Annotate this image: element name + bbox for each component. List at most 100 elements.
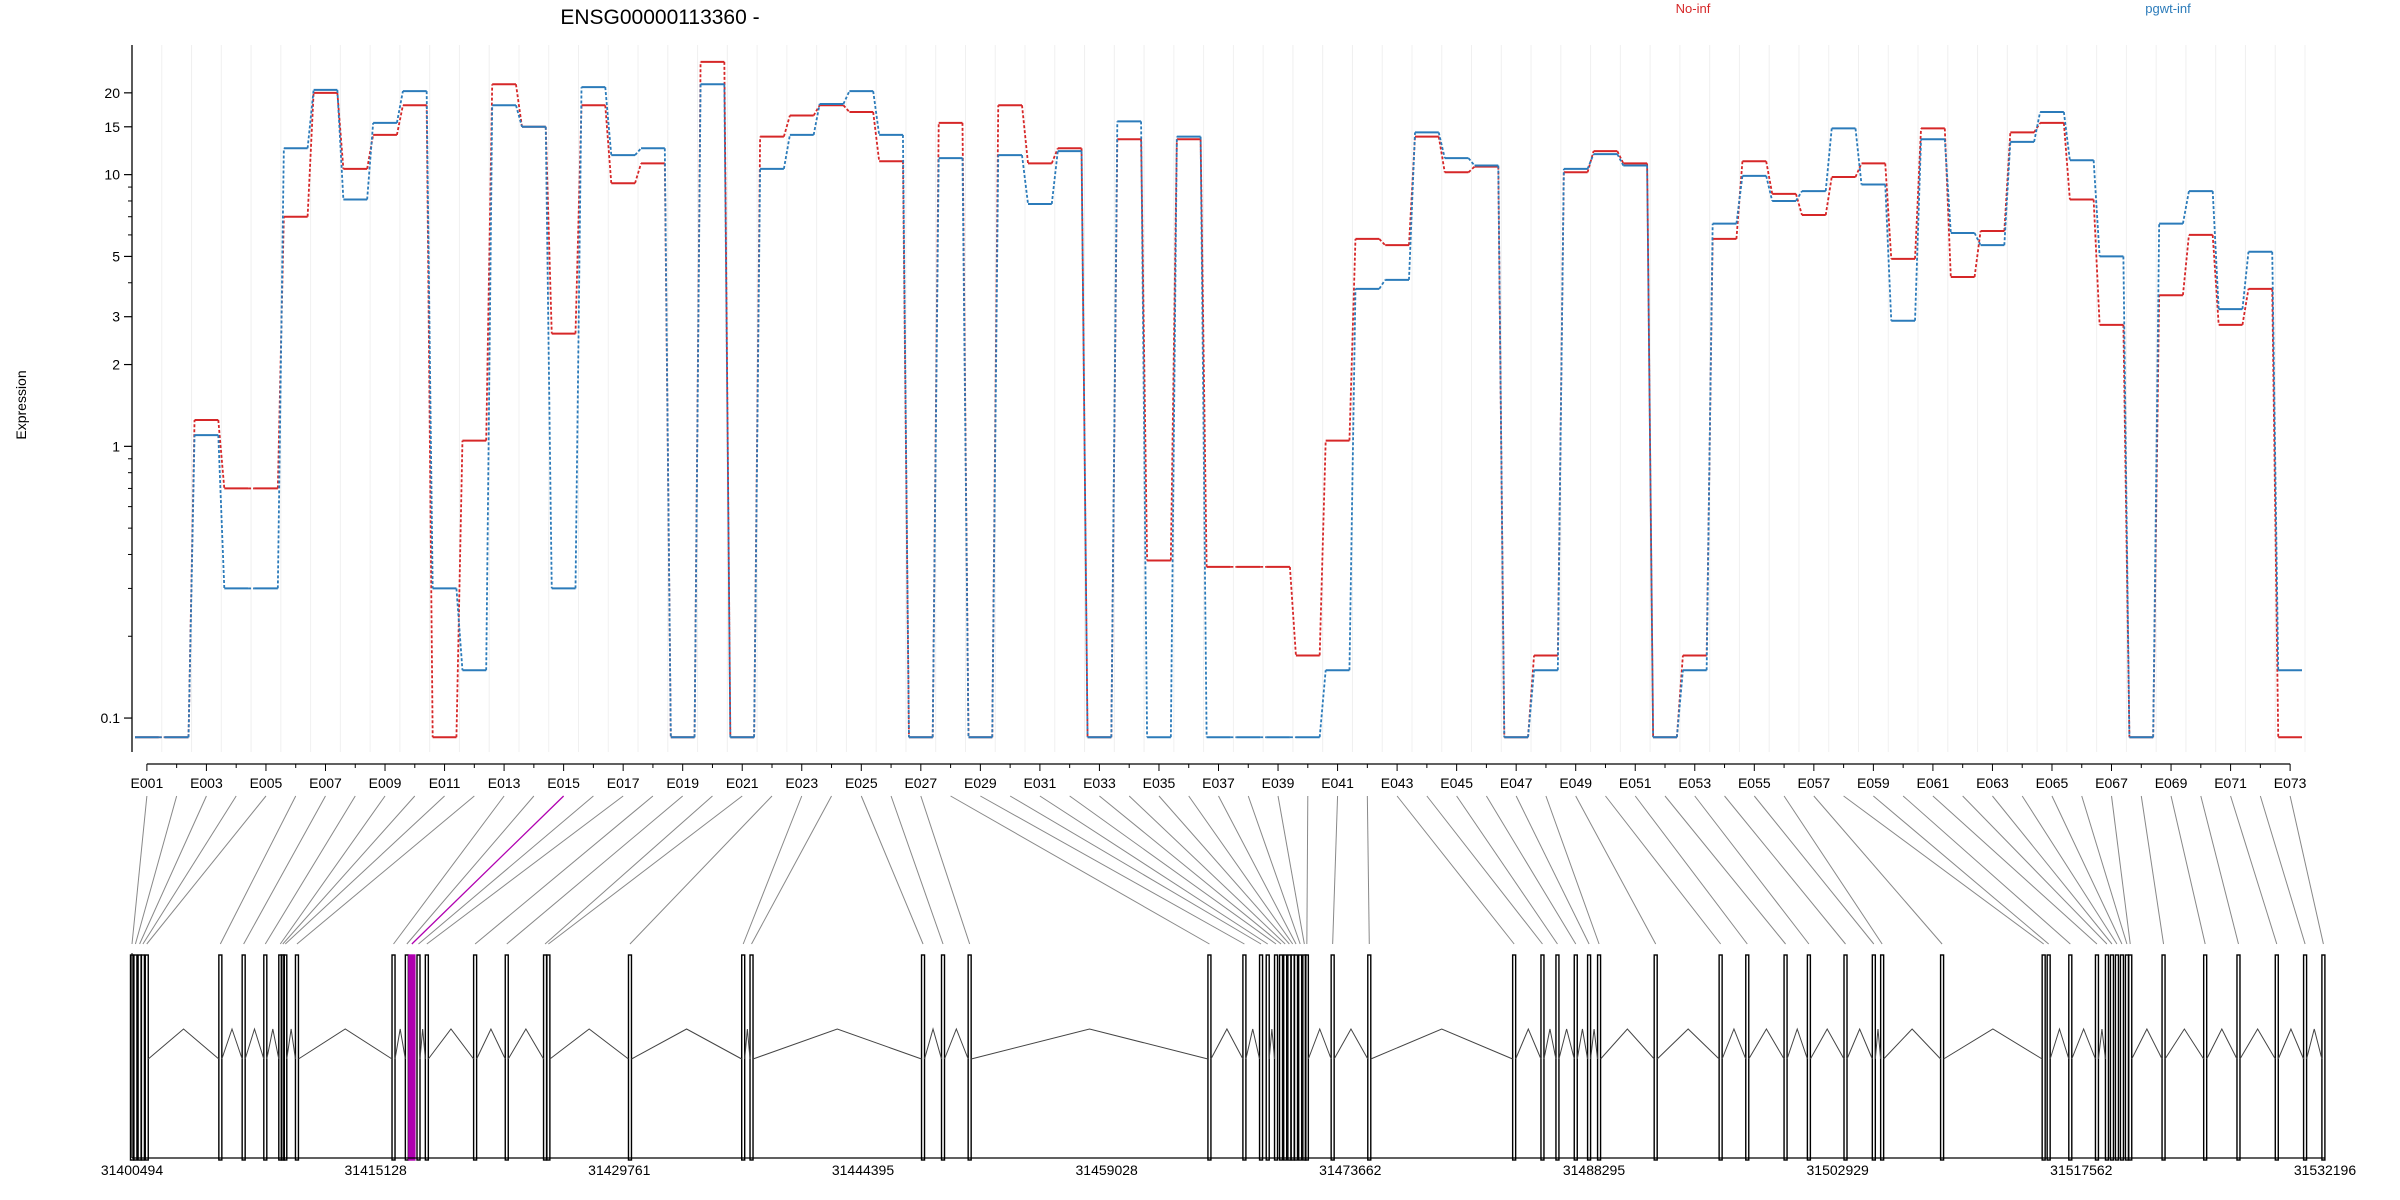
intron-line (2206, 1027, 2238, 1060)
exon-connector-line (139, 795, 207, 945)
intron-line (427, 1028, 475, 1060)
intron-line (631, 1028, 742, 1060)
exon-box (1265, 954, 1270, 1161)
exon-connector-line (2259, 795, 2306, 945)
x-tick-label: E059 (1857, 775, 1890, 791)
series-connector (991, 155, 1000, 738)
series-connector (187, 435, 196, 738)
series-connector (782, 134, 791, 170)
exon-box (2046, 954, 2051, 1161)
series-connector (2092, 160, 2101, 257)
series-connector (842, 90, 851, 105)
exon-box (404, 954, 410, 1161)
x-tick-label: E013 (488, 775, 521, 791)
series-connector (366, 122, 375, 200)
y-tick-label: 15 (104, 119, 120, 135)
exon-box (137, 954, 142, 1161)
exon-connector-line (2140, 795, 2165, 945)
x-tick-label: E061 (1917, 775, 1950, 791)
exon-connector-line (742, 795, 803, 945)
series-connector (2092, 199, 2101, 325)
chart-title: ENSG00000113360 - (560, 6, 759, 29)
exon-connector-line (1515, 795, 1590, 945)
series-connector (217, 419, 226, 489)
intron-line (1210, 1027, 1244, 1060)
intron-line (2239, 1028, 2276, 1060)
exon-box (391, 954, 396, 1161)
series-connector (783, 115, 791, 137)
x-tick-label: E011 (429, 775, 461, 791)
intron-line (147, 1028, 220, 1060)
series-connector (931, 158, 940, 738)
exon-box (294, 954, 300, 1161)
series-connector (1973, 232, 1982, 246)
exon-connector-line (1426, 795, 1543, 945)
exon-box (2041, 954, 2046, 1161)
intron-line (266, 1028, 280, 1060)
intron-line (1846, 1027, 1873, 1060)
series-connector (1556, 168, 1565, 671)
exon-connector-line (1069, 795, 1277, 945)
exon-connector-line (1664, 795, 1786, 945)
exon-box (1304, 954, 1310, 1161)
intron-line (1370, 1028, 1513, 1060)
series-connector (1854, 163, 1863, 178)
exon-box (2094, 954, 2100, 1161)
exon-connector-line (1932, 795, 2098, 945)
exon-connector-line (980, 795, 1245, 945)
intron-line (2071, 1027, 2096, 1060)
exon-box (2109, 954, 2115, 1161)
series-connector (1378, 279, 1386, 290)
exon-box (1282, 954, 1288, 1161)
exon-connector-line (890, 795, 944, 945)
series-connector (1467, 165, 1476, 173)
series-connector (1140, 121, 1148, 738)
x-tick-label: E065 (2036, 775, 2069, 791)
series-connector (1080, 151, 1089, 738)
exon-connector-line (1694, 795, 1810, 945)
x-tick-label: E049 (1559, 775, 1592, 791)
exon-connector-line (1634, 795, 1748, 945)
exon-box (1596, 954, 1602, 1161)
x-tick-label: E043 (1381, 775, 1414, 791)
genomic-tick-label: 31400494 (101, 1162, 164, 1178)
x-tick-label: E001 (131, 775, 164, 791)
series-connector (1914, 139, 1922, 321)
series-connector (1318, 440, 1327, 656)
exon-box (546, 954, 551, 1161)
series-connector (1765, 175, 1774, 202)
exon-connector-line (284, 795, 445, 945)
intron-line (507, 1028, 544, 1060)
exon-connector-line (1456, 795, 1558, 945)
exon-box (1207, 954, 1212, 1161)
series-connector (2182, 234, 2190, 296)
intron-line (549, 1028, 629, 1060)
series-connector (604, 87, 613, 156)
series-connector (2152, 223, 2161, 738)
series-connector (693, 84, 702, 738)
exon-box (1293, 954, 1299, 1161)
series-connector (872, 111, 881, 162)
x-tick-label: E033 (1083, 775, 1116, 791)
exon-box (424, 954, 430, 1161)
exon-box (749, 954, 754, 1161)
exon-box (1871, 954, 1877, 1161)
intron-line (1786, 1027, 1808, 1060)
series-connector (1884, 184, 1893, 321)
series-connector (1050, 147, 1059, 164)
exon-box (1573, 954, 1578, 1161)
exon-box (2124, 954, 2130, 1161)
exon-box (627, 954, 633, 1161)
series-pgwt-inf (135, 83, 2302, 739)
y-tick-label: 3 (112, 309, 120, 325)
exon-connector-line (1306, 795, 1309, 945)
exon-connector-line (1962, 795, 2108, 945)
series-connector (455, 588, 464, 671)
x-tick-label: E071 (2214, 775, 2247, 791)
series-connector (1408, 132, 1416, 280)
intron-line (1245, 1028, 1261, 1060)
exon-box (1843, 954, 1848, 1161)
exon-box (1290, 954, 1295, 1161)
exon-connector-line (920, 795, 971, 945)
exon-box (2236, 954, 2241, 1161)
